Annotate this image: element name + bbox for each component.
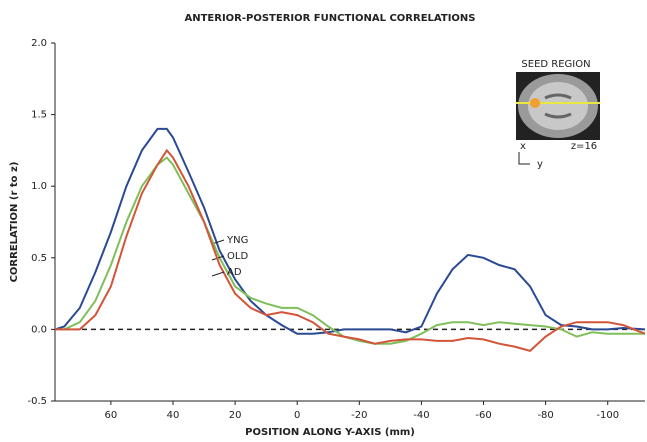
inset: SEED REGION x z=16 y [516,59,600,170]
ventricles [544,93,572,119]
inset-title: SEED REGION [521,59,590,70]
inset-x-label: x [520,141,526,152]
inset-y-label: y [537,159,543,170]
inset-axes [518,152,530,165]
x-tick-label: 20 [229,410,242,421]
legend-label: AD [227,267,242,278]
x-tick-label: 0 [294,410,300,421]
y-tick-label: 1.0 [31,181,47,192]
legend-leader [211,271,225,277]
x-tick-label: -20 [351,410,367,421]
y-tick-label: 0.0 [31,324,47,335]
legend-label: YNG [226,235,248,246]
y-tick-label: -0.5 [27,396,47,407]
y-tick-label: 0.5 [31,253,47,264]
x-tick-label: -40 [413,410,429,421]
y-axis-label: CORRELATION (r to z) [9,162,20,283]
chart-title: ANTERIOR-POSTERIOR FUNCTIONAL CORRELATIO… [184,13,475,24]
series-line [55,156,645,345]
x-tick-label: -60 [475,410,491,421]
x-tick-label: 60 [105,410,118,421]
y-tick-label: 1.5 [31,110,47,121]
brain-inner [528,82,588,130]
series-line [54,127,646,335]
series-line [55,148,646,353]
x-tick-label: -80 [537,410,553,421]
seed [530,98,540,108]
x-tick-label: -100 [596,410,619,421]
x-axis-label: POSITION ALONG Y-AXIS (mm) [245,427,415,438]
legend-label: OLD [227,251,248,262]
inset-z-label: z=16 [571,141,597,152]
y-tick-label: 2.0 [31,38,47,49]
x-tick-label: 40 [167,410,180,421]
